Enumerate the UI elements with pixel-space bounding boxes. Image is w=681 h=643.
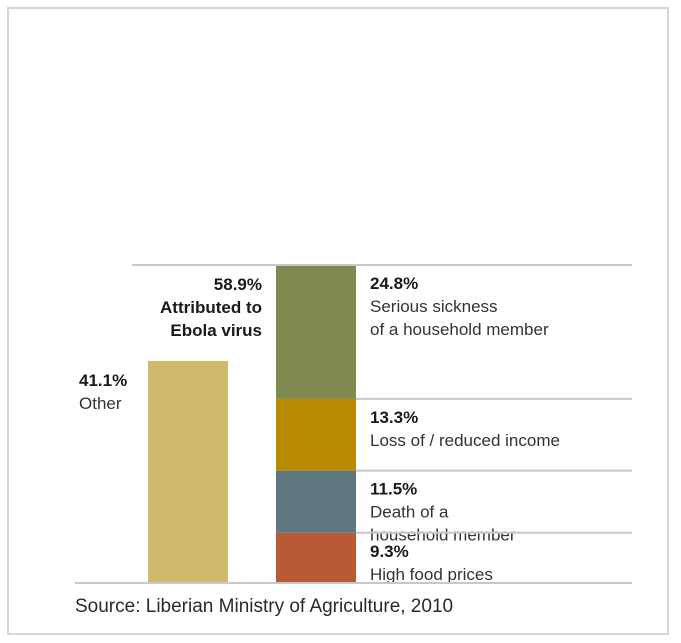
data-label-category: household member: [370, 526, 516, 545]
data-label-value: 24.8%: [370, 274, 418, 293]
data-label-value: 11.5%: [370, 480, 417, 499]
bar-segment: [276, 398, 356, 471]
data-label-category: Loss of / reduced income: [370, 431, 560, 450]
data-label-value: 41.1%: [79, 371, 127, 390]
data-label-category: High food prices: [370, 565, 493, 584]
data-label-category: Death of a: [370, 503, 449, 522]
data-label-category: Other: [79, 394, 122, 413]
data-label-category: Serious sickness: [370, 297, 498, 316]
total-label: 58.9%: [214, 275, 262, 294]
data-label-value: 13.3%: [370, 408, 418, 427]
bar-segment: [276, 470, 356, 533]
total-label: Attributed to: [160, 298, 262, 317]
data-label-value: 9.3%: [370, 542, 409, 561]
bar-segment: [148, 361, 228, 583]
data-label-category: of a household member: [370, 320, 549, 339]
source-note: Source: Liberian Ministry of Agriculture…: [75, 596, 454, 617]
bar-segment: [276, 532, 356, 583]
total-label: Ebola virus: [170, 321, 262, 340]
bar-segment: [276, 264, 356, 399]
